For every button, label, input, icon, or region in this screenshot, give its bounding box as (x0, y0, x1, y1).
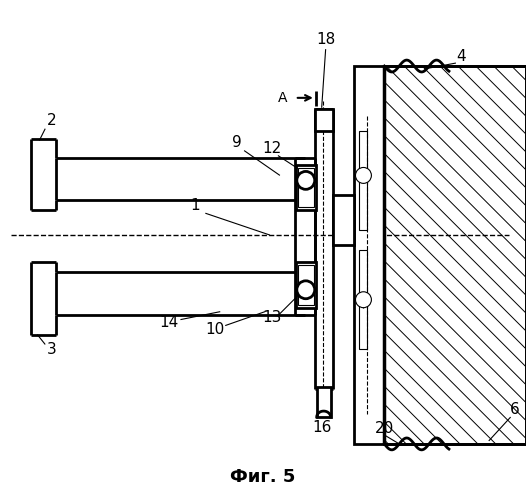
Text: 10: 10 (206, 322, 225, 337)
Bar (315, 109, 333, 131)
Circle shape (297, 172, 315, 189)
Text: Фиг. 5: Фиг. 5 (230, 468, 296, 486)
Circle shape (356, 168, 372, 183)
Bar (359, 250, 367, 349)
Text: 20: 20 (375, 422, 394, 437)
Bar (298, 265, 314, 305)
Text: 13: 13 (262, 310, 281, 325)
Bar (298, 169, 314, 207)
Bar (359, 131, 367, 230)
Text: 14: 14 (159, 315, 178, 330)
Text: 3: 3 (46, 342, 56, 357)
Bar (333, 195, 355, 245)
Bar (317, 387, 330, 417)
Text: 12: 12 (262, 141, 281, 156)
Text: 18: 18 (316, 31, 335, 47)
Text: 1: 1 (191, 198, 200, 213)
Text: А: А (278, 91, 288, 105)
Bar (384, 66, 525, 444)
Circle shape (356, 292, 372, 308)
Circle shape (297, 281, 315, 299)
Bar (296, 262, 316, 308)
Bar (296, 166, 316, 210)
Text: 4: 4 (456, 48, 466, 63)
Text: 2: 2 (46, 113, 56, 128)
Text: 9: 9 (232, 135, 242, 150)
Text: 16: 16 (312, 420, 331, 435)
Bar (355, 66, 384, 444)
Text: 6: 6 (510, 402, 520, 417)
